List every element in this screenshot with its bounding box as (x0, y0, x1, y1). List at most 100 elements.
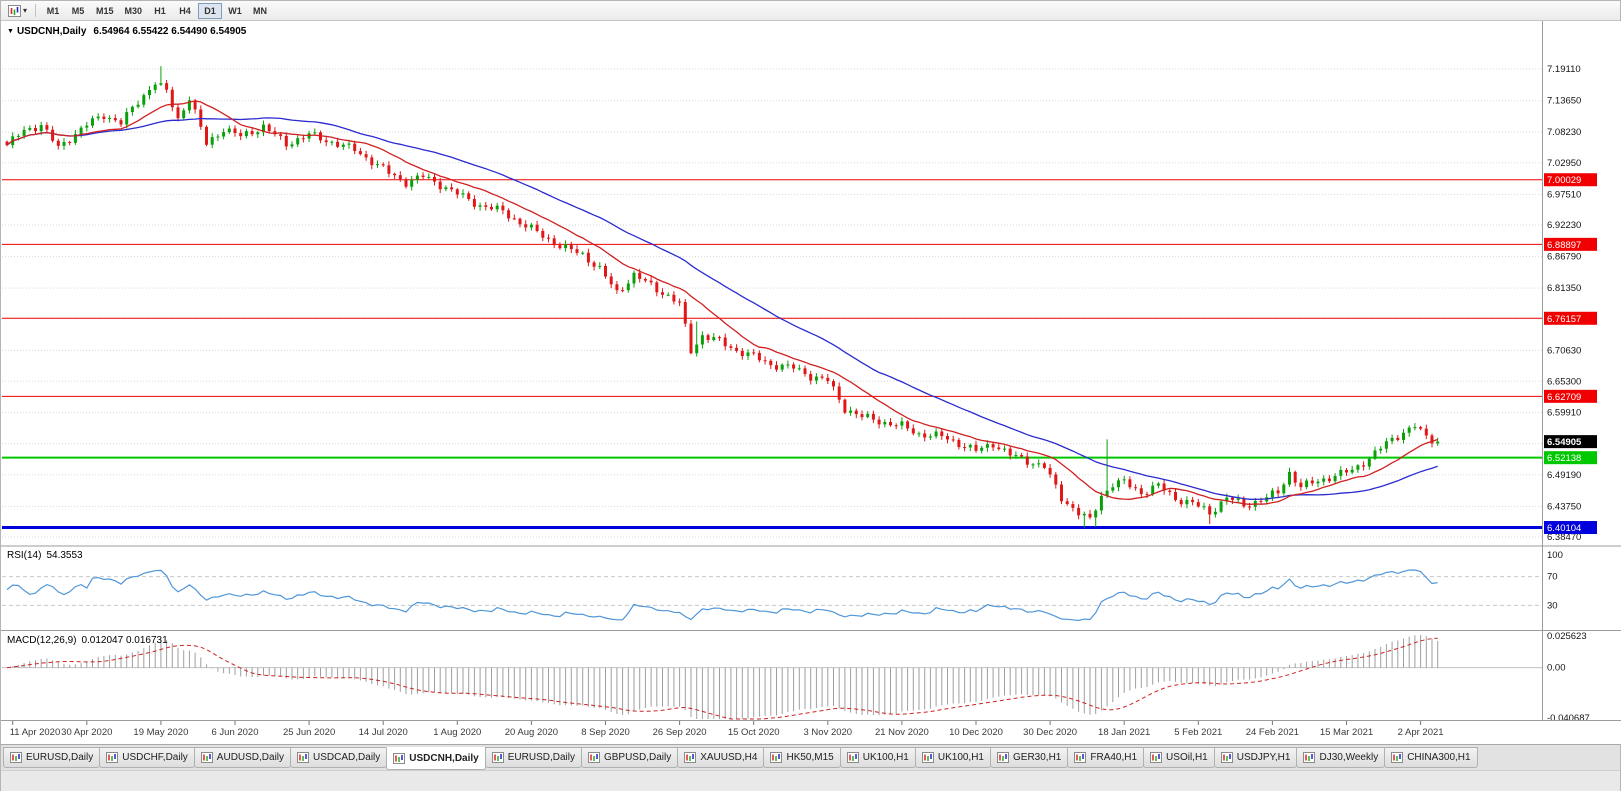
svg-text:5 Feb 2021: 5 Feb 2021 (1174, 727, 1222, 738)
svg-text:7.00029: 7.00029 (1547, 175, 1581, 186)
chart-tab-USDJPY-H1[interactable]: USDJPY,H1 (1213, 747, 1298, 768)
dropdown-caret-icon: ▾ (23, 5, 28, 15)
svg-text:100: 100 (1547, 550, 1563, 561)
svg-text:10 Dec 2020: 10 Dec 2020 (949, 727, 1003, 738)
chart-icon (297, 752, 310, 763)
chart-tab-label: FRA40,H1 (1090, 752, 1138, 763)
svg-text:6.40104: 6.40104 (1547, 523, 1581, 534)
chart-tab-label: UK100,H1 (862, 752, 909, 763)
svg-text:6.65300: 6.65300 (1547, 376, 1581, 387)
chart-tab-label: EURUSD,Daily (507, 752, 575, 763)
chart-icon (1150, 752, 1163, 763)
timeframe-button-MN[interactable]: MN (253, 5, 268, 16)
chart-type-button[interactable]: ▾ (5, 3, 30, 19)
chart-tab-USOil-H1[interactable]: USOil,H1 (1143, 747, 1215, 768)
timeframe-button-M15[interactable]: M15 (96, 5, 114, 16)
chart-tab-DJ30-Weekly[interactable]: DJ30,Weekly (1296, 747, 1386, 768)
svg-text:6.97510: 6.97510 (1547, 189, 1581, 200)
chart-tab-label: UK100,H1 (937, 752, 984, 763)
svg-text:7.19110: 7.19110 (1547, 64, 1581, 75)
chart-tab-label: CHINA300,H1 (1407, 752, 1471, 763)
svg-text:6.43750: 6.43750 (1547, 501, 1581, 512)
chart-icon (770, 752, 783, 763)
svg-text:0.00: 0.00 (1547, 663, 1566, 674)
svg-text:15 Mar 2021: 15 Mar 2021 (1320, 727, 1373, 738)
svg-text:30 Apr 2020: 30 Apr 2020 (61, 727, 112, 738)
timeframe-button-M5[interactable]: M5 (71, 5, 85, 16)
svg-text:30: 30 (1547, 600, 1558, 611)
chart-tab-label: USDCAD,Daily (313, 752, 381, 763)
timeframe-buttons-group: M1 M5 M15 M30 H1 H4 D1 W1 MN (41, 2, 272, 19)
svg-text:7.08230: 7.08230 (1547, 127, 1581, 138)
chart-tab-label: USOil,H1 (1166, 752, 1208, 763)
svg-text:18 Jan 2021: 18 Jan 2021 (1098, 727, 1150, 738)
svg-text:2 Apr 2021: 2 Apr 2021 (1398, 727, 1444, 738)
svg-text:6.62709: 6.62709 (1547, 392, 1581, 403)
timeframe-button-H1[interactable]: H1 (154, 5, 166, 16)
svg-text:20 Aug 2020: 20 Aug 2020 (505, 727, 558, 738)
price-chart-canvas[interactable]: 7.19110 7.13650 7.08230 7.02950 6.97510 6.922… (1, 21, 1621, 744)
svg-text:11 Apr 2020: 11 Apr 2020 (10, 727, 61, 738)
candlestick-chart-icon (8, 4, 21, 17)
chart-tab-UK100-H1[interactable]: UK100,H1 (914, 747, 991, 768)
svg-text:8 Sep 2020: 8 Sep 2020 (581, 727, 630, 738)
svg-text:1 Aug 2020: 1 Aug 2020 (433, 727, 481, 738)
svg-text:15 Oct 2020: 15 Oct 2020 (728, 727, 780, 738)
svg-text:26 Sep 2020: 26 Sep 2020 (653, 727, 707, 738)
status-bar (1, 770, 1620, 791)
chart-tab-AUDUSD-Daily[interactable]: AUDUSD,Daily (193, 747, 292, 768)
chart-icon (921, 752, 934, 763)
chart-tab-CHINA300-H1[interactable]: CHINA300,H1 (1384, 747, 1478, 768)
timeframe-button-M1[interactable]: M1 (46, 5, 60, 16)
chart-tab-EURUSD-Daily[interactable]: EURUSD,Daily (3, 747, 101, 768)
chart-tab-label: EURUSD,Daily (26, 752, 94, 763)
chart-icon (106, 752, 119, 763)
timeframe-button-M30[interactable]: M30 (124, 5, 143, 16)
svg-text:6.52138: 6.52138 (1547, 453, 1581, 464)
chart-tab-GBPUSD-Daily[interactable]: GBPUSD,Daily (580, 747, 679, 768)
timeframe-button-H4[interactable]: H4 (179, 5, 191, 16)
chart-window: 7.19110 7.13650 7.08230 7.02950 6.97510 6.922… (1, 21, 1621, 744)
chart-tab-USDCHF-Daily[interactable]: USDCHF,Daily (99, 747, 195, 768)
svg-text:6.92230: 6.92230 (1547, 220, 1581, 231)
svg-text:14 Jul 2020: 14 Jul 2020 (359, 727, 408, 738)
svg-text:7.02950: 7.02950 (1547, 158, 1581, 169)
svg-text:30 Dec 2020: 30 Dec 2020 (1023, 727, 1077, 738)
chart-tab-USDCNH-Daily[interactable]: USDCNH,Daily (386, 747, 486, 770)
chart-icon (10, 752, 22, 763)
toolbar-separator (35, 4, 37, 17)
svg-text:7.13650: 7.13650 (1547, 96, 1581, 107)
chart-tab-HK50-M15[interactable]: HK50,M15 (763, 747, 841, 768)
chart-tab-label: USDJPY,H1 (1236, 752, 1291, 763)
svg-text:6.54905: 6.54905 (1547, 437, 1582, 448)
timeframe-button-D1[interactable]: D1 (198, 2, 223, 19)
svg-text:3 Nov 2020: 3 Nov 2020 (804, 727, 853, 738)
svg-text:6.38470: 6.38470 (1547, 532, 1581, 543)
chart-tab-USDCAD-Daily[interactable]: USDCAD,Daily (290, 747, 388, 768)
chart-icon (1303, 752, 1316, 763)
chart-tab-label: XAUUSD,H4 (700, 752, 758, 763)
svg-text:6.86790: 6.86790 (1547, 252, 1581, 263)
chart-icon (997, 752, 1009, 763)
chart-tab-FRA40-H1[interactable]: FRA40,H1 (1067, 747, 1145, 768)
chart-tab-label: HK50,M15 (786, 752, 834, 763)
timeframe-toolbar: ▾ M1 M5 M15 M30 H1 H4 D1 W1 MN (1, 1, 1620, 21)
chart-icon (846, 752, 859, 763)
chart-icon (1391, 752, 1404, 763)
chart-tab-label: USDCHF,Daily (122, 752, 188, 763)
svg-text:19 May 2020: 19 May 2020 (133, 727, 188, 738)
timeframe-button-W1[interactable]: W1 (228, 5, 242, 16)
svg-text:25 Jun 2020: 25 Jun 2020 (283, 727, 335, 738)
chart-tab-label: USDCNH,Daily (409, 753, 479, 764)
chart-icon (491, 752, 504, 763)
chart-tab-label: GBPUSD,Daily (603, 752, 672, 763)
chart-tabs-bar: EURUSD,Daily USDCHF,Daily AUDUSD,Daily USDC… (1, 744, 1620, 770)
chart-icon (393, 753, 406, 764)
svg-text:24 Feb 2021: 24 Feb 2021 (1246, 727, 1299, 738)
svg-text:6.81350: 6.81350 (1547, 283, 1581, 294)
chart-tab-EURUSD-Daily[interactable]: EURUSD,Daily (484, 747, 582, 768)
chart-tab-UK100-H1[interactable]: UK100,H1 (839, 747, 916, 768)
chart-tab-GER30-H1[interactable]: GER30,H1 (990, 747, 1069, 768)
chart-tab-XAUUSD-H4[interactable]: XAUUSD,H4 (677, 747, 765, 768)
